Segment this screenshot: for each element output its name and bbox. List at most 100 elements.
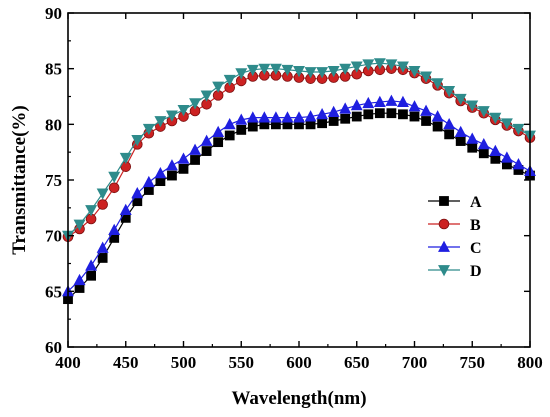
data-point-D — [477, 106, 490, 118]
data-point-D — [512, 123, 525, 136]
data-point-D — [200, 90, 213, 102]
series-B — [62, 63, 536, 243]
data-point-D — [420, 71, 433, 83]
data-point-D — [293, 65, 305, 78]
series-D — [62, 58, 536, 243]
data-point-A — [455, 136, 466, 146]
data-point-A — [409, 111, 420, 122]
data-point-C — [85, 259, 98, 271]
data-point-A — [444, 129, 455, 140]
data-point-D — [96, 188, 109, 200]
y-tick-label: 80 — [45, 115, 62, 134]
legend-item-D: D — [428, 263, 482, 280]
data-point-D — [454, 93, 467, 106]
x-tick-label: 650 — [344, 353, 370, 372]
legend-item-A: A — [428, 194, 482, 211]
x-axis-title: Wavelength(nm) — [231, 388, 366, 409]
data-point-A — [178, 163, 189, 174]
x-tick-label: 500 — [171, 353, 197, 372]
x-tick-label: 700 — [402, 353, 428, 372]
data-point-B — [97, 199, 108, 210]
y-axis-title: Transmittance(%) — [9, 105, 30, 255]
data-point-C — [454, 125, 467, 138]
data-point-A — [374, 108, 385, 119]
data-point-C — [131, 187, 144, 199]
data-point-A — [328, 116, 339, 126]
data-point-D — [304, 67, 317, 79]
data-point-D — [85, 205, 98, 217]
data-point-D — [373, 58, 386, 70]
data-point-C — [189, 143, 202, 155]
legend-label: A — [470, 194, 482, 211]
y-tick-label: 85 — [45, 60, 62, 79]
data-point-A — [86, 270, 96, 281]
plot-frame — [67, 12, 531, 348]
data-point-D — [443, 86, 456, 98]
data-point-D — [246, 64, 259, 77]
data-point-C — [385, 94, 398, 106]
data-point-C — [258, 111, 271, 123]
data-point-D — [281, 64, 294, 77]
data-point-D — [396, 61, 409, 73]
data-point-C — [73, 273, 86, 286]
data-point-C — [431, 110, 444, 122]
data-point-A — [201, 146, 212, 156]
data-point-A — [190, 155, 200, 165]
data-point-D — [431, 78, 444, 90]
data-point-C — [165, 159, 178, 171]
legend-label: C — [470, 240, 482, 257]
data-point-C — [489, 144, 502, 156]
data-point-D — [327, 65, 340, 78]
data-point-A — [97, 253, 108, 263]
data-point-C — [350, 99, 363, 111]
series-A — [63, 108, 535, 305]
legend-marker — [438, 218, 450, 230]
data-point-D — [385, 59, 398, 71]
data-point-A — [351, 111, 362, 122]
data-point-C — [142, 175, 155, 188]
data-point-C — [339, 102, 352, 114]
data-point-A — [247, 121, 258, 132]
data-point-A — [167, 170, 177, 181]
data-point-C — [477, 138, 490, 150]
data-point-C — [223, 117, 236, 130]
data-point-C — [420, 104, 433, 116]
data-point-D — [108, 171, 121, 184]
legend-marker — [438, 265, 450, 277]
y-tick-label: 60 — [45, 338, 62, 357]
data-point-C — [408, 100, 421, 112]
series-C — [62, 94, 536, 297]
series-layer — [62, 58, 536, 305]
data-point-D — [258, 63, 271, 76]
data-point-A — [224, 130, 235, 141]
data-point-C — [119, 203, 132, 215]
data-point-C — [512, 158, 525, 170]
data-point-A — [386, 108, 397, 119]
legend-marker — [439, 196, 449, 206]
data-point-A — [467, 142, 478, 153]
ticks-layer: 400 450 500 550 600 650 700 750 800 60 65 70 75 80 85 9… — [45, 4, 543, 372]
data-point-C — [246, 111, 259, 123]
data-point-D — [500, 118, 513, 130]
data-point-D — [362, 59, 375, 71]
data-point-C — [281, 111, 294, 123]
data-point-D — [235, 68, 248, 80]
data-point-C — [443, 117, 456, 130]
x-tick-label: 800 — [517, 353, 543, 372]
data-point-D — [466, 100, 479, 112]
y-tick-label: 70 — [45, 227, 62, 246]
data-point-D — [73, 219, 86, 231]
data-point-D — [119, 152, 132, 165]
data-point-C — [396, 95, 409, 107]
data-point-C — [154, 166, 167, 179]
x-tick-label: 750 — [460, 353, 486, 372]
data-point-C — [304, 110, 317, 122]
y-tick-label: 75 — [45, 171, 62, 190]
data-point-D — [177, 104, 190, 117]
legend-item-B: B — [428, 217, 481, 234]
data-point-C — [362, 96, 375, 109]
data-point-C — [327, 105, 340, 117]
data-point-D — [154, 116, 167, 128]
